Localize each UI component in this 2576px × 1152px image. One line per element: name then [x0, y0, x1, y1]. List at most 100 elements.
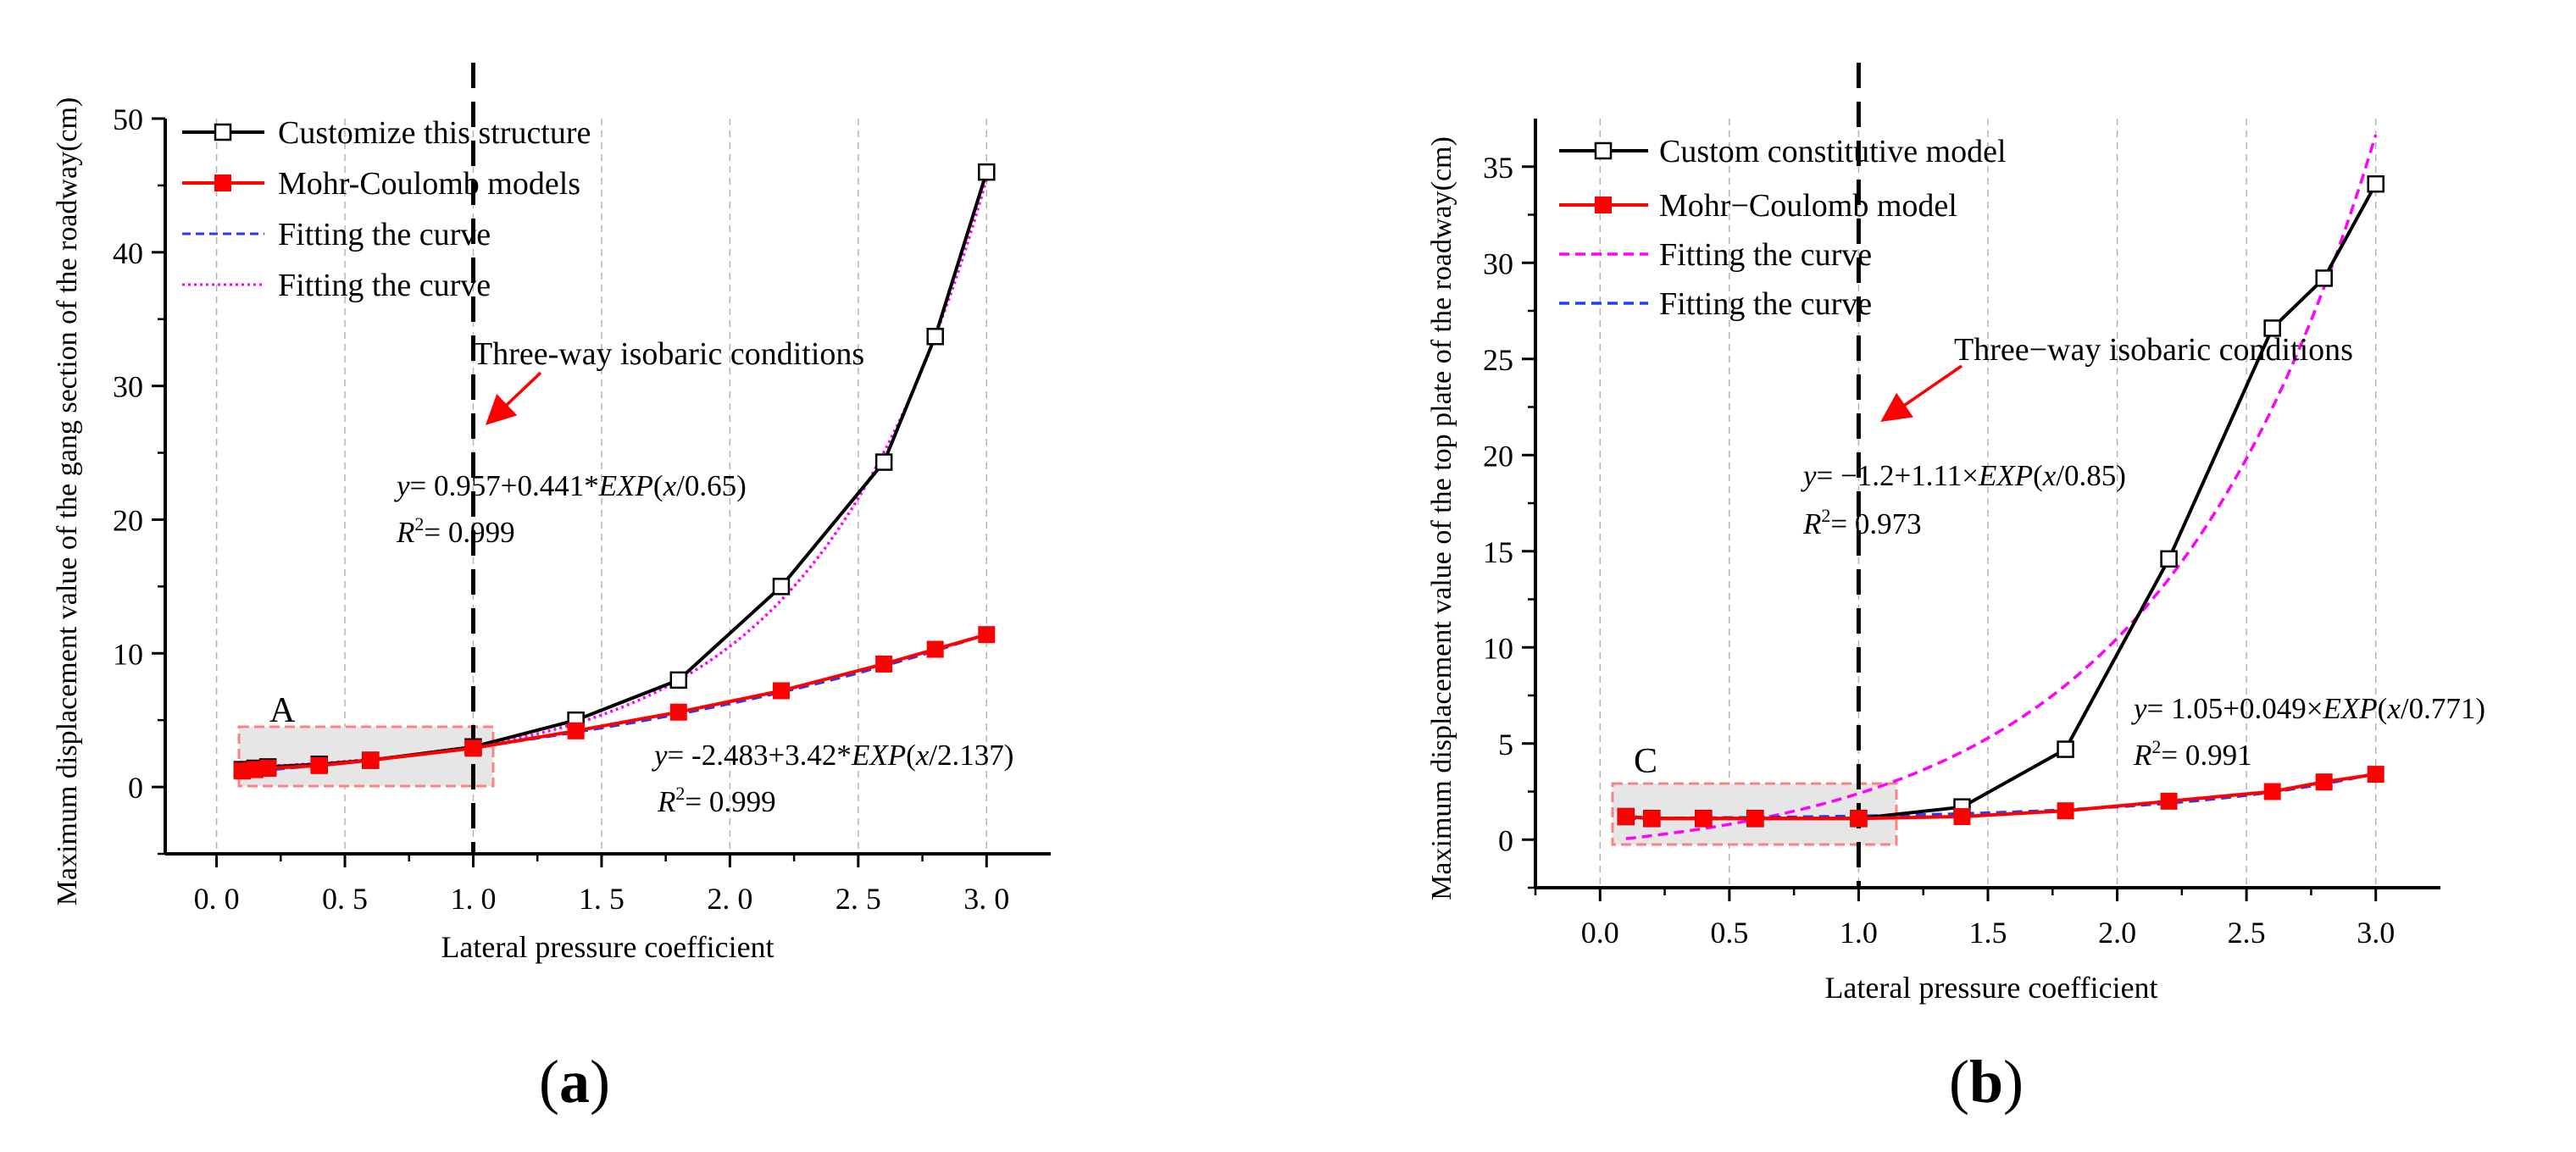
chart-a-eq1-x: x: [663, 469, 677, 502]
chart-b-data-point: [2367, 766, 2384, 784]
chart-a-eq1-y: y: [394, 469, 410, 502]
chart-a-data-point: [978, 626, 996, 644]
chart-a-legend: Customize this structure Mohr-Coulomb mo…: [182, 115, 591, 303]
chart-b-xtick-label: 3.0: [2357, 916, 2395, 950]
chart-b: 0.0 0.5 1.0 1.5 2.0 2.5 3.0 0 5 10 15 20 25 30 35 Cust…: [1426, 63, 2485, 1005]
chart-a-eq1-r: R: [396, 516, 414, 549]
chart-a-data-point: [772, 578, 791, 595]
chart-a: 0. 0 0. 5 1. 0 1. 5 2. 0 2. 5 3. 001020304050 …: [52, 63, 1051, 964]
chart-b-data-point: [2160, 550, 2178, 568]
chart-b-eq2-y: y: [2131, 692, 2147, 725]
chart-a-eq1-exp: EXP: [598, 469, 653, 502]
chart-a-eq1-sup: 2: [414, 513, 424, 534]
chart-b-ytick-label: 25: [1483, 343, 1513, 377]
chart-a-ticks: 0. 0 0. 5 1. 0 1. 5 2. 0 2. 5 3. 0 0 10 20 30 40 50: [113, 102, 1009, 916]
chart-b-data-point: [2057, 740, 2074, 758]
chart-b-legend-label-1: Custom constitutive model: [1659, 134, 2007, 169]
chart-a-eq1-r2: R2= 0.999: [396, 513, 515, 549]
chart-b-eq1-r2-val: = 0.973: [1830, 507, 1921, 540]
chart-b-ticks: 0.0 0.5 1.0 1.5 2.0 2.5 3.0 0 5 10 15 20 25 30 35: [1483, 151, 2395, 950]
chart-b-eq2-tail: /0.771): [2401, 692, 2485, 725]
chart-b-ytick-label: 0: [1498, 823, 1513, 857]
chart-b-eq1-exp: EXP: [1978, 459, 2033, 492]
chart-b-legend-marker-2: [1595, 197, 1612, 213]
chart-b-eq2-sup: 2: [2151, 736, 2161, 757]
chart-b-xtick-label: 1.0: [1840, 916, 1878, 950]
chart-b-xtick-label: 1.5: [1969, 916, 2007, 950]
chart-b-xlabel: Lateral pressure coefficient: [1824, 971, 2157, 1005]
chart-a-data-point: [567, 722, 585, 739]
chart-b-data-point: [1746, 810, 1764, 828]
chart-b-ytick-label: 10: [1483, 631, 1513, 665]
chart-a-ytick-label: 10: [113, 637, 143, 671]
chart-a-data-point: [669, 703, 687, 721]
chart-a-eq1-tail: /0.65): [676, 469, 747, 502]
chart-b-legend-label-2: Mohr−Coulomb model: [1659, 188, 1957, 224]
chart-a-ytick-label: 50: [113, 102, 143, 136]
chart-b-xtick-label: 2.0: [2098, 916, 2136, 950]
chart-a-fit-curve: [242, 632, 987, 774]
chart-b-eq1-tail: /0.85): [2056, 459, 2126, 492]
chart-b-legend: Custom constitutive model Mohr−Coulomb m…: [1559, 134, 2007, 322]
chart-b-eq2-body: = 1.05+0.049×: [2147, 692, 2323, 725]
chart-a-grid: [215, 119, 988, 854]
chart-a-legend-marker-2: [214, 174, 231, 191]
chart-b-eq2-r2-val: = 0.991: [2161, 739, 2251, 772]
chart-a-data-point: [875, 655, 893, 673]
chart-b-data-point: [2315, 773, 2333, 791]
chart-b-eq2-r2: R2= 0.991: [2133, 736, 2252, 772]
chart-a-xtick-label: 2. 0: [707, 882, 752, 916]
chart-a-xtick-label: 0. 0: [194, 882, 240, 916]
caption-b: (b): [1949, 1047, 2024, 1117]
caption-a: (a): [539, 1047, 610, 1117]
chart-a-xtick-label: 1. 0: [450, 882, 496, 916]
chart-a-eq1-body: = 0.957+0.441*: [410, 469, 599, 502]
caption-b-letter: b: [1968, 1048, 2004, 1116]
chart-b-eq2: y= 1.05+0.049×EXP(x/0.771): [2131, 692, 2485, 725]
chart-b-grid: [1599, 119, 2377, 888]
chart-a-eq2-y: y: [652, 739, 668, 772]
chart-a-data-point: [874, 453, 893, 471]
chart-a-data-point: [926, 640, 944, 658]
chart-a-region-label: A: [269, 691, 296, 730]
chart-a-eq2-sup: 2: [675, 783, 685, 804]
chart-b-eq1-y: y: [1801, 459, 1817, 492]
chart-b-eq1-r2: R2= 0.973: [1802, 505, 1922, 540]
chart-a-eq2-r2-val: = 0.999: [685, 785, 775, 818]
chart-a-series: [233, 63, 996, 854]
chart-a-data-point: [310, 756, 328, 774]
chart-a-axes: [164, 119, 1051, 856]
chart-b-ytick-label: 35: [1483, 151, 1513, 185]
caption-b-open: (: [1949, 1048, 1969, 1116]
chart-a-xtick-label: 3. 0: [963, 882, 1009, 916]
chart-b-eq2-x: x: [2386, 692, 2401, 725]
chart-a-arrow: [485, 371, 542, 425]
chart-a-eq2-r: R: [657, 785, 675, 818]
chart-a-data-point: [978, 163, 996, 181]
chart-b-data-point: [1850, 810, 1868, 828]
chart-b-ytick-label: 5: [1498, 728, 1513, 762]
chart-a-legend-label-2: Mohr-Coulomb models: [278, 166, 580, 202]
chart-a-ytick-label: 0: [128, 771, 143, 805]
chart-b-eq1-x: x: [2042, 459, 2057, 492]
chart-a-eq2-x: x: [915, 739, 930, 772]
chart-b-xtick-label: 2.5: [2228, 916, 2266, 950]
chart-b-series: [1617, 63, 2384, 888]
chart-b-data-point: [2367, 174, 2384, 193]
chart-a-data-point: [464, 739, 482, 757]
chart-b-ylabel: Maximum displacement value of the top pl…: [1426, 136, 1457, 900]
chart-a-arrow-label: Three-way isobaric conditions: [473, 336, 864, 372]
chart-b-data-point: [1695, 810, 1713, 828]
chart-b-legend-label-3: Fitting the curve: [1659, 237, 1872, 273]
chart-a-ytick-label: 30: [113, 370, 143, 404]
chart-b-ytick-label: 30: [1483, 246, 1513, 280]
chart-b-data-point: [2315, 269, 2333, 287]
chart-b-arrow: [1880, 364, 1963, 422]
chart-a-xlabel: Lateral pressure coefficient: [441, 930, 774, 964]
chart-b-region-label: C: [1634, 742, 1657, 781]
chart-b-data-point: [1953, 808, 1971, 826]
chart-b-data-point: [2057, 802, 2074, 820]
chart-a-xtick-label: 1. 5: [579, 882, 625, 916]
caption-b-close: ): [2003, 1048, 2024, 1116]
